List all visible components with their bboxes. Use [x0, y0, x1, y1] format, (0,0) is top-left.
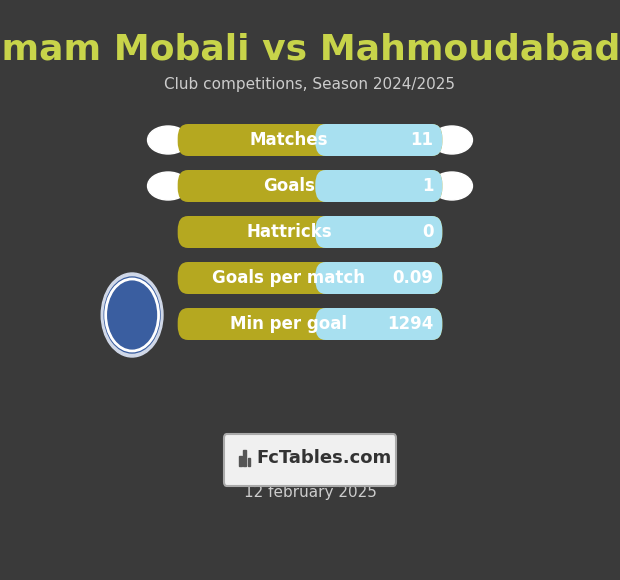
Text: Imam Mobali vs Mahmoudabadi: Imam Mobali vs Mahmoudabadi [0, 33, 620, 67]
Ellipse shape [432, 126, 472, 154]
FancyBboxPatch shape [178, 262, 442, 294]
FancyBboxPatch shape [178, 170, 442, 202]
Text: 1: 1 [422, 177, 433, 195]
FancyBboxPatch shape [178, 216, 442, 248]
Text: Goals: Goals [263, 177, 315, 195]
FancyBboxPatch shape [178, 124, 442, 156]
Ellipse shape [432, 172, 472, 200]
Text: Min per goal: Min per goal [230, 315, 347, 333]
Text: Goals per match: Goals per match [212, 269, 365, 287]
FancyBboxPatch shape [316, 262, 442, 294]
Text: FcTables.com: FcTables.com [256, 449, 391, 467]
Bar [239, 456, 242, 466]
FancyBboxPatch shape [178, 308, 442, 340]
Ellipse shape [148, 172, 188, 200]
Circle shape [104, 277, 160, 353]
Ellipse shape [148, 126, 188, 154]
Text: 0: 0 [422, 223, 433, 241]
Text: 12 february 2025: 12 february 2025 [244, 484, 376, 499]
Text: Club competitions, Season 2024/2025: Club competitions, Season 2024/2025 [164, 78, 456, 92]
Text: 1294: 1294 [387, 315, 433, 333]
Text: Hattricks: Hattricks [246, 223, 332, 241]
Text: 11: 11 [410, 131, 433, 149]
FancyBboxPatch shape [316, 170, 442, 202]
Bar [247, 458, 250, 466]
FancyBboxPatch shape [316, 124, 442, 156]
Circle shape [101, 273, 163, 357]
Text: 0.09: 0.09 [392, 269, 433, 287]
FancyBboxPatch shape [224, 434, 396, 486]
Text: Matches: Matches [250, 131, 328, 149]
Bar [243, 450, 246, 466]
FancyBboxPatch shape [316, 216, 442, 248]
FancyBboxPatch shape [316, 308, 442, 340]
